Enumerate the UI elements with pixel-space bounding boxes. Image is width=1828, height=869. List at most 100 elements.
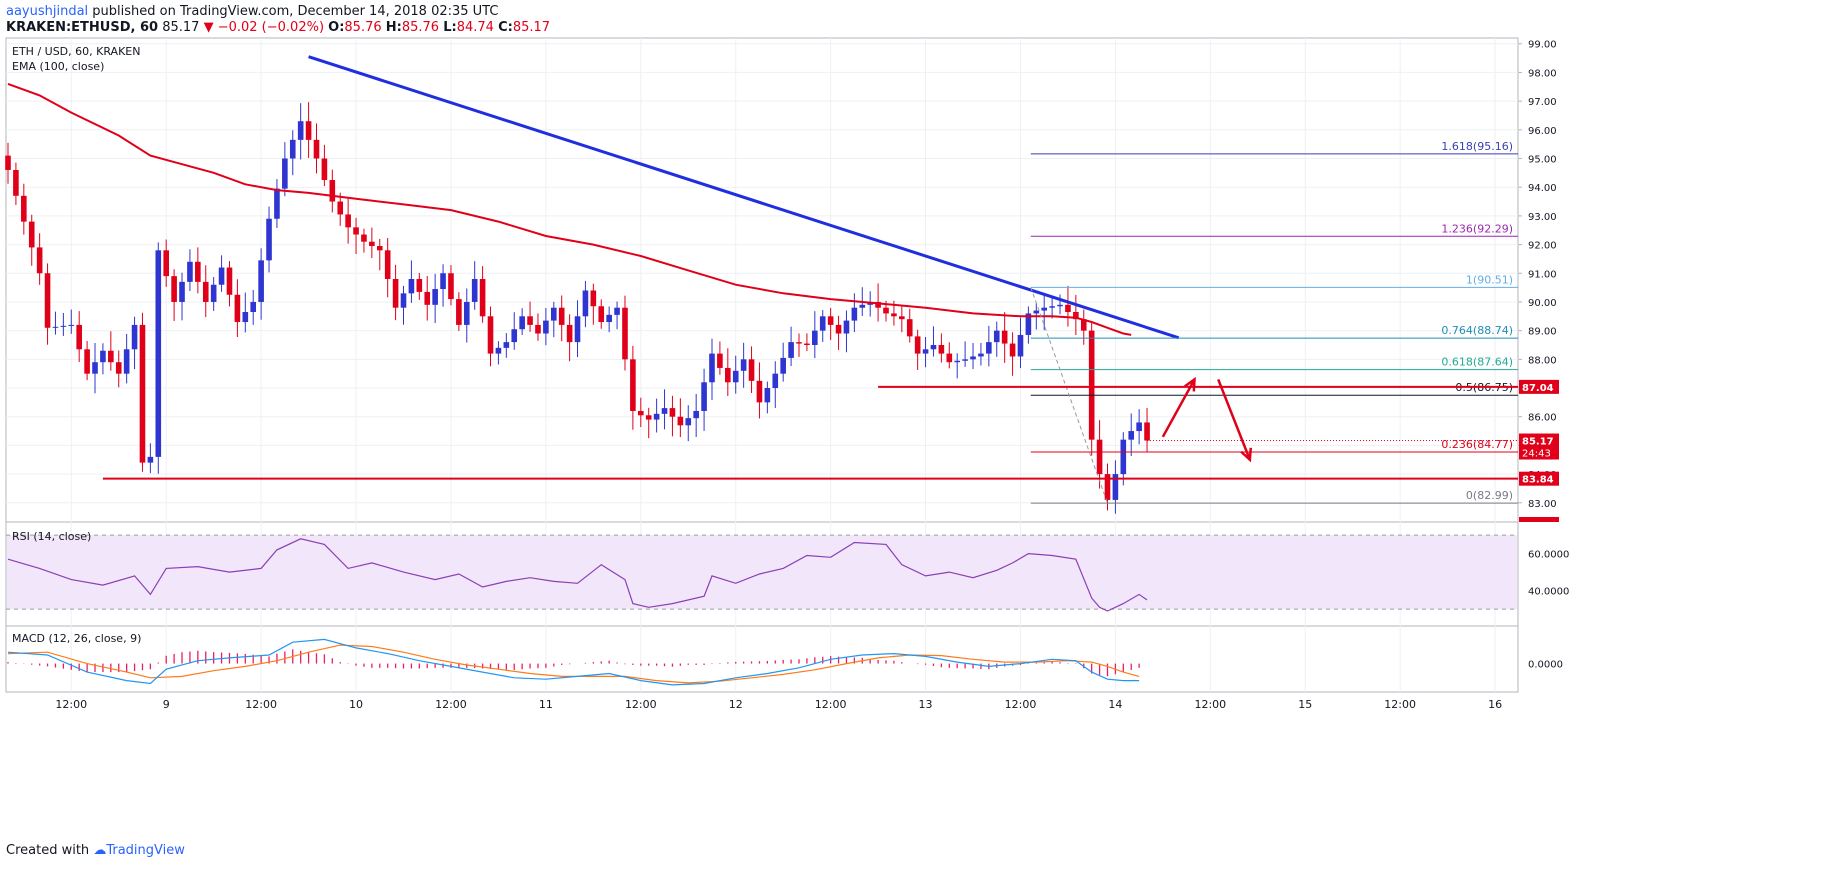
candle [693,393,699,438]
candle-body [693,410,699,419]
candle-body [448,273,454,300]
candle-body [392,279,399,308]
candle [590,283,597,325]
candle [709,338,715,400]
candle-body [606,314,612,323]
candle [740,342,747,388]
candle [76,311,82,363]
candle [123,333,130,384]
candle [242,292,249,333]
candle [962,341,968,367]
candle-body [123,349,130,374]
candle [622,295,628,371]
candle-body [329,180,336,202]
candle [558,295,565,342]
fib-level-label: 1(90.51) [1466,273,1513,286]
candle [993,321,1000,357]
candle [353,217,359,254]
candle-body [471,279,478,302]
candle-body [479,279,486,317]
created-with: Created with [6,843,90,858]
price-tag-label: 87.04 [1522,383,1554,394]
candle-body [76,324,82,350]
candle-body [630,359,636,411]
candle [978,342,984,366]
low-value: 84.74 [456,20,494,35]
candle [614,301,620,330]
candle-body [1033,310,1040,314]
candle [645,407,652,439]
candle [677,398,684,438]
close-label: C: [498,20,513,35]
candle [772,361,779,408]
y-tick-label: 83.00 [1528,499,1557,510]
candle-body [962,359,968,361]
author-link[interactable]: aayushjindal [6,4,89,19]
candle-body [1009,343,1016,357]
y-tick-label: 98.00 [1528,68,1557,79]
candle-body [1017,334,1024,357]
candle [535,313,541,341]
candle-body [938,344,945,354]
candle [1088,323,1095,456]
candle [487,306,494,367]
candle [329,169,336,213]
candle-body [68,324,75,326]
candle-body [52,326,59,328]
open-label: O: [328,20,345,35]
candle [44,263,51,345]
y-tick-label: 99.00 [1528,40,1557,51]
candle-body [345,214,351,228]
candle-body [456,299,462,325]
candle-body [891,313,897,317]
candle [732,355,739,394]
candle-body [36,247,43,274]
candle-body [155,250,162,457]
candle-body [906,319,913,337]
direction-arrow-head [1183,376,1196,392]
candle-body [1073,311,1079,320]
candle [1128,413,1135,457]
open-value: 85.76 [344,20,382,35]
x-tick-label: 12:00 [1384,698,1416,711]
candle [1080,309,1087,345]
candle-body [661,408,668,414]
candle [566,314,573,362]
x-tick-label: 12:00 [55,698,87,711]
candle [661,389,668,430]
candle-body [1025,313,1032,335]
candle [266,206,272,273]
x-tick-label: 12:00 [435,698,467,711]
candle [376,238,383,271]
current-price-label: 85.17 [1522,437,1554,448]
candle-body [432,289,438,305]
candle [701,368,707,431]
candle-body [416,279,423,292]
candle [954,353,960,379]
candle-body [772,373,779,389]
last-price: 85.17 [162,20,200,35]
candle-body [653,413,660,420]
candle-body [899,316,905,320]
candle [1073,294,1079,336]
candle [1017,317,1024,369]
candle [313,123,320,174]
ema-legend: EMA (100, close) [12,60,104,73]
candle-body [1112,474,1119,500]
candle [1009,332,1016,376]
candle-body [732,370,739,383]
candle-body [463,301,470,325]
candle [36,233,43,285]
candle [1065,285,1071,327]
candle [28,214,35,266]
macd-line [7,638,1140,686]
candle [187,249,193,291]
candle-body [1104,474,1111,500]
candle [835,315,842,350]
candle [250,289,257,325]
candle-body [242,311,249,323]
candle-body [970,356,976,360]
candle-body [131,324,138,350]
tradingview-link[interactable]: TradingView [106,843,185,858]
